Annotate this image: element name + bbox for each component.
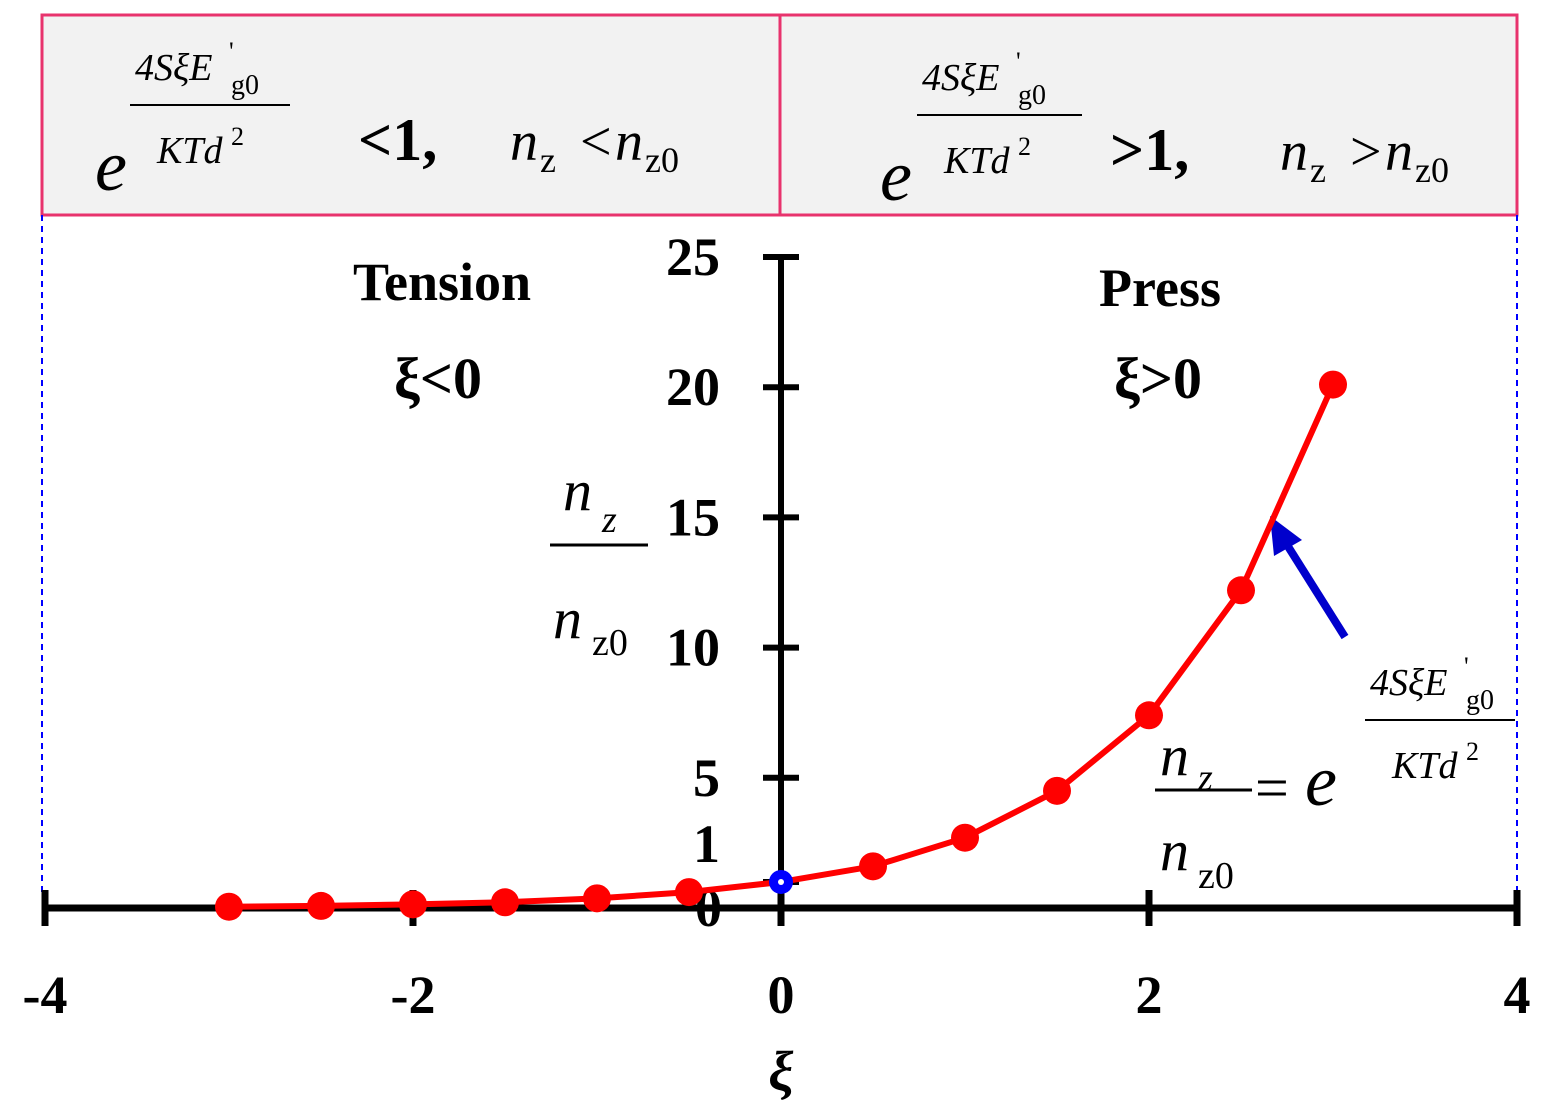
region-box (40, 13, 782, 217)
data-point (399, 890, 427, 919)
x-tick-label: 4 (1504, 965, 1531, 1025)
formula-base: e (1305, 741, 1337, 821)
region-condition: ξ<0 (394, 346, 482, 411)
formula-num-sup: ' (1016, 47, 1021, 76)
formula-equals: = (1255, 755, 1289, 821)
region-label: Tension (353, 252, 531, 312)
formula-num-sup: ' (229, 37, 234, 66)
y-tick-label: 5 (693, 748, 720, 808)
highlight-center (778, 878, 784, 885)
formula-n: n (1160, 818, 1189, 883)
y-tick-label: 10 (666, 618, 720, 678)
formula-num-sub: g0 (231, 70, 259, 101)
region-box (778, 13, 1519, 217)
formula-den-sup: 2 (1018, 132, 1031, 161)
formula-n: n (1280, 121, 1308, 183)
arrow-head (1270, 516, 1302, 556)
data-point (859, 852, 887, 881)
data-point (1227, 576, 1255, 605)
x-tick-label: -2 (391, 965, 436, 1025)
formula-den: KTd (943, 140, 1010, 182)
formula-n-sub: z0 (1198, 855, 1234, 897)
formula-n-sub: z (540, 140, 556, 180)
formula-n-sub: z (1197, 757, 1213, 799)
data-point (583, 884, 611, 913)
data-point (215, 892, 243, 921)
formula-num-sub: g0 (1018, 80, 1046, 111)
arrow (1280, 537, 1349, 640)
data-point (675, 878, 703, 907)
x-axis-label: ξ (768, 1041, 793, 1103)
formula-n-sub: z (1310, 150, 1326, 190)
y-label-den: n (553, 586, 582, 651)
y-label-den-sub: z0 (592, 622, 628, 664)
formula-den-sup: 2 (1466, 737, 1479, 766)
formula-den-sup: 2 (231, 122, 244, 151)
data-point (491, 888, 519, 917)
formula-n-sub: z0 (645, 140, 679, 180)
formula-den: KTd (156, 130, 223, 172)
data-point (951, 823, 979, 852)
data-point (1043, 776, 1071, 805)
formula-num-sub: g0 (1466, 685, 1494, 716)
formula-n-sub: z0 (1415, 150, 1449, 190)
x-tick-label: 2 (1136, 965, 1163, 1025)
x-tick-label: 0 (768, 965, 795, 1025)
region-label: Press (1099, 258, 1221, 318)
formula-relation: >1, (1110, 117, 1189, 183)
formula-n: n (615, 111, 643, 173)
formula-num-sup: ' (1464, 652, 1469, 681)
formula-num: 4SξE (1370, 662, 1447, 704)
formula-base: e (95, 126, 127, 206)
formula-num: 4SξE (135, 47, 212, 89)
y-tick-label: 25 (666, 227, 720, 287)
y-tick-label: 15 (666, 487, 720, 547)
formula-compare: < (580, 111, 612, 173)
region-condition: ξ>0 (1114, 346, 1202, 411)
data-point (307, 891, 335, 920)
formula-den: KTd (1391, 745, 1458, 787)
formula-compare: > (1350, 121, 1382, 183)
x-tick-label: -4 (23, 965, 68, 1025)
y-label-num-sub: z (601, 499, 617, 541)
data-point (1319, 370, 1347, 399)
formula-n: n (1160, 723, 1189, 788)
formula-relation: <1, (358, 107, 437, 173)
formula-n: n (510, 111, 538, 173)
formula-base: e (880, 136, 912, 216)
y-label-num: n (563, 458, 592, 523)
formula-num: 4SξE (922, 57, 999, 99)
y-tick-label: 20 (666, 357, 720, 417)
data-point (1135, 701, 1163, 730)
formula-n: n (1385, 121, 1413, 183)
y-tick-label: 1 (693, 814, 720, 874)
